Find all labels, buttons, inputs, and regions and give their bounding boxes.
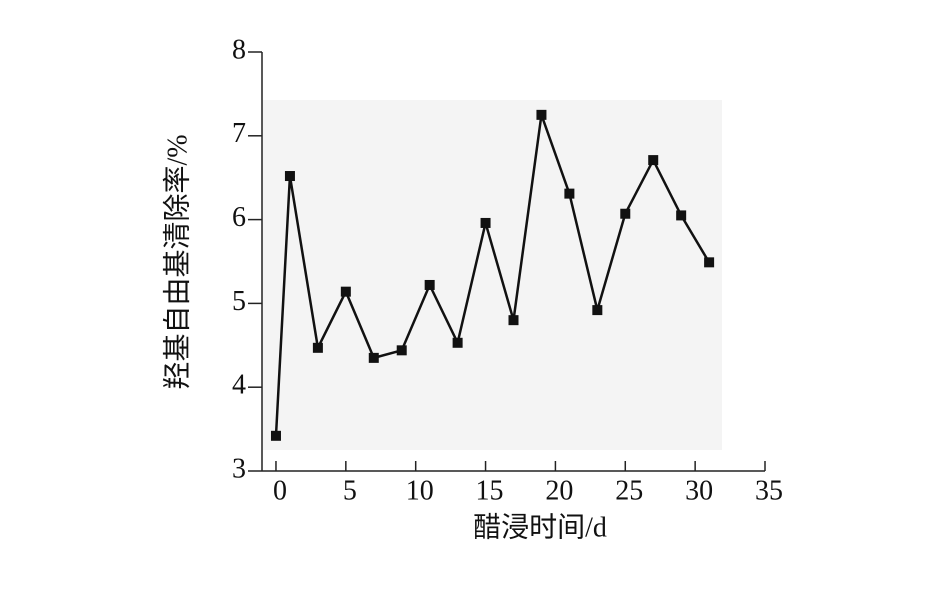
point-marker bbox=[564, 188, 575, 199]
point-marker bbox=[452, 337, 463, 348]
point-marker bbox=[396, 345, 407, 356]
y-tick-label: 7 bbox=[232, 118, 246, 149]
x-tick-label: 15 bbox=[476, 475, 504, 506]
point-marker bbox=[620, 208, 631, 219]
y-axis-label: 羟基自由基清除率/% bbox=[161, 134, 193, 389]
x-tick-label: 5 bbox=[343, 475, 357, 506]
point-marker bbox=[592, 305, 603, 316]
point-marker bbox=[648, 155, 659, 166]
point-marker bbox=[424, 279, 435, 290]
point-marker bbox=[508, 315, 519, 326]
x-tick-label: 20 bbox=[545, 475, 573, 506]
point-marker bbox=[312, 342, 323, 353]
x-tick-label: 25 bbox=[615, 475, 643, 506]
y-tick-label: 4 bbox=[232, 370, 246, 401]
point-marker bbox=[676, 210, 687, 221]
x-tick-label: 0 bbox=[273, 475, 287, 506]
point-marker bbox=[270, 430, 281, 441]
x-axis-label: 醋浸时间/d bbox=[473, 511, 607, 543]
x-tick-label: 35 bbox=[755, 475, 783, 506]
y-tick-label: 6 bbox=[232, 202, 246, 233]
point-marker bbox=[340, 286, 351, 297]
point-marker bbox=[536, 109, 547, 120]
point-marker bbox=[704, 257, 715, 268]
point-marker bbox=[368, 352, 379, 363]
plot-background bbox=[262, 100, 722, 450]
point-marker bbox=[284, 171, 295, 182]
point-marker bbox=[480, 217, 491, 228]
y-tick-label: 8 bbox=[232, 34, 246, 65]
y-tick-label: 5 bbox=[232, 286, 246, 317]
x-tick-label: 10 bbox=[406, 475, 434, 506]
x-tick-label: 30 bbox=[685, 475, 713, 506]
y-tick-label: 3 bbox=[232, 453, 246, 484]
